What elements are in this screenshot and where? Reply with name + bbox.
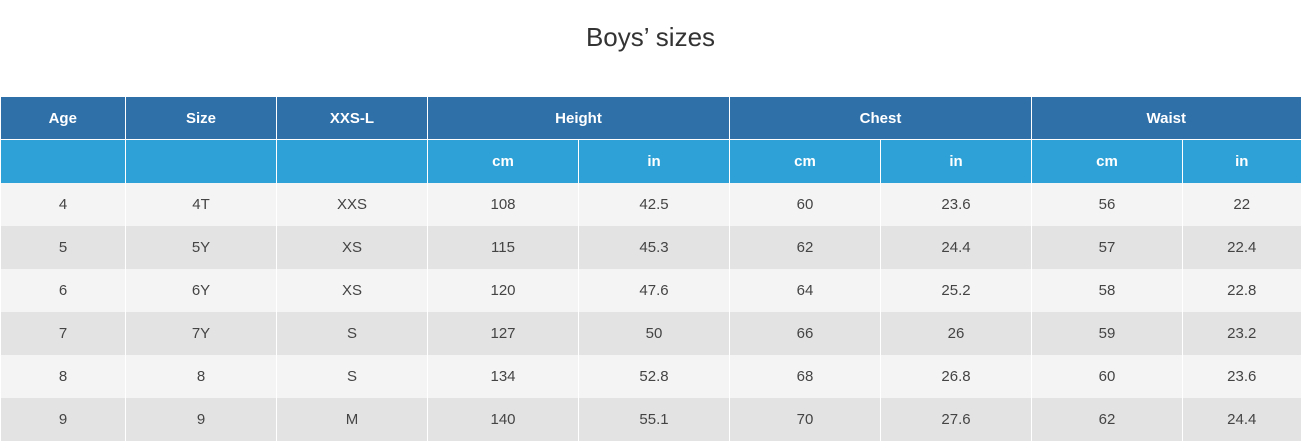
cell: XXS bbox=[276, 183, 428, 226]
unit-row: cm in cm in cm in bbox=[0, 139, 1301, 183]
cell: S bbox=[276, 355, 428, 398]
cell: 7Y bbox=[125, 312, 277, 355]
cell: 64 bbox=[729, 269, 881, 312]
cell: 8 bbox=[125, 355, 277, 398]
column-header: XXS-L bbox=[276, 97, 428, 140]
cell: XS bbox=[276, 226, 428, 269]
cell: 24.4 bbox=[880, 226, 1032, 269]
empty-header bbox=[276, 139, 428, 183]
cell: 57 bbox=[1031, 226, 1183, 269]
cell: 62 bbox=[729, 226, 881, 269]
unit-header: in bbox=[577, 139, 730, 183]
cell: 59 bbox=[1031, 312, 1183, 355]
cell: 70 bbox=[729, 398, 881, 441]
cell: 4T bbox=[125, 183, 277, 226]
cell: 23.6 bbox=[1182, 355, 1301, 398]
cell: 68 bbox=[729, 355, 881, 398]
cell: 6Y bbox=[125, 269, 277, 312]
cell: 134 bbox=[427, 355, 579, 398]
cell: M bbox=[276, 398, 428, 441]
empty-header bbox=[125, 139, 277, 183]
data-row: 9 9 M 140 55.1 70 27.6 62 24.4 bbox=[0, 398, 1301, 441]
cell: 24.4 bbox=[1182, 398, 1301, 441]
cell: XS bbox=[276, 269, 428, 312]
unit-header: in bbox=[1182, 139, 1301, 183]
column-header: Size bbox=[125, 97, 277, 140]
column-header: Chest bbox=[729, 97, 1032, 140]
data-row: 7 7Y S 127 50 66 26 59 23.2 bbox=[0, 312, 1301, 355]
cell: 62 bbox=[1031, 398, 1183, 441]
cell: 58 bbox=[1031, 269, 1183, 312]
cell: 9 bbox=[0, 398, 126, 441]
column-header: Height bbox=[426, 97, 730, 140]
page-title: Boys’ sizes bbox=[585, 22, 716, 52]
cell: 55.1 bbox=[577, 398, 730, 441]
cell: 9 bbox=[125, 398, 277, 441]
cell: 47.6 bbox=[577, 269, 730, 312]
cell: 22 bbox=[1182, 183, 1301, 226]
data-row: 8 8 S 134 52.8 68 26.8 60 23.6 bbox=[0, 355, 1301, 398]
cell: 127 bbox=[427, 312, 579, 355]
cell: 66 bbox=[729, 312, 881, 355]
unit-header: cm bbox=[427, 139, 579, 183]
cell: 26.8 bbox=[880, 355, 1032, 398]
size-table: Age Size XXS-L Height Chest Waist cm in cm in cm in… bbox=[0, 97, 1301, 441]
unit-header: cm bbox=[1031, 139, 1183, 183]
cell: 115 bbox=[427, 226, 579, 269]
cell: 45.3 bbox=[577, 226, 730, 269]
cell: 26 bbox=[880, 312, 1032, 355]
data-row: 5 5Y XS 115 45.3 62 24.4 57 22.4 bbox=[0, 226, 1301, 269]
cell: 22.8 bbox=[1182, 269, 1301, 312]
data-row: 6 6Y XS 120 47.6 64 25.2 58 22.8 bbox=[0, 269, 1301, 312]
column-header: Age bbox=[0, 97, 126, 140]
cell: 27.6 bbox=[880, 398, 1032, 441]
cell: 23.6 bbox=[880, 183, 1032, 226]
cell: 22.4 bbox=[1182, 226, 1301, 269]
cell: 23.2 bbox=[1182, 312, 1301, 355]
empty-header bbox=[0, 139, 126, 183]
cell: 4 bbox=[0, 183, 126, 226]
cell: 5Y bbox=[125, 226, 277, 269]
column-header: Waist bbox=[1031, 97, 1301, 140]
cell: 60 bbox=[1031, 355, 1183, 398]
cell: 108 bbox=[427, 183, 579, 226]
data-row: 4 4T XXS 108 42.5 60 23.6 56 22 bbox=[0, 183, 1301, 226]
cell: 25.2 bbox=[880, 269, 1032, 312]
cell: 50 bbox=[577, 312, 730, 355]
unit-header: cm bbox=[729, 139, 881, 183]
cell: 120 bbox=[427, 269, 579, 312]
cell: S bbox=[276, 312, 428, 355]
cell: 140 bbox=[427, 398, 579, 441]
header-row: Age Size XXS-L Height Chest Waist bbox=[0, 97, 1301, 140]
cell: 60 bbox=[729, 183, 881, 226]
cell: 6 bbox=[0, 269, 126, 312]
cell: 52.8 bbox=[577, 355, 730, 398]
unit-header: in bbox=[880, 139, 1032, 183]
cell: 5 bbox=[0, 226, 126, 269]
cell: 8 bbox=[0, 355, 126, 398]
table-body: Age Size XXS-L Height Chest Waist cm in cm in cm in… bbox=[0, 97, 1301, 441]
cell: 42.5 bbox=[577, 183, 730, 226]
cell: 56 bbox=[1031, 183, 1183, 226]
cell: 7 bbox=[0, 312, 126, 355]
